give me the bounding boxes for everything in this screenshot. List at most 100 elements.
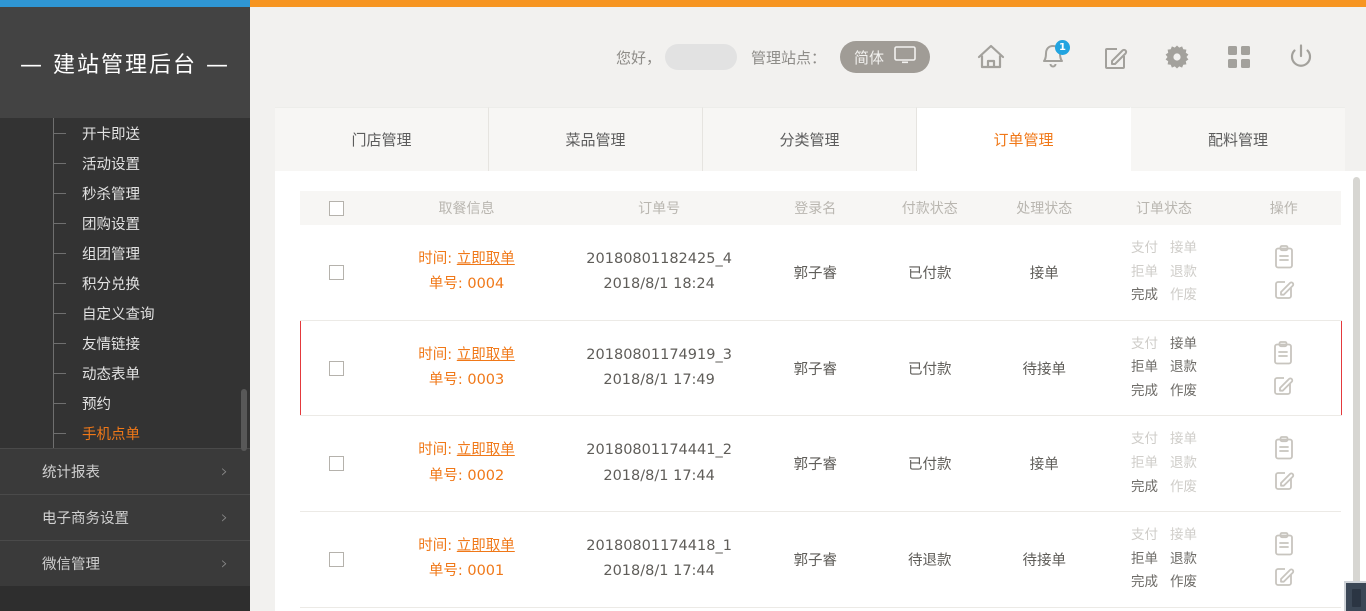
select-all-checkbox[interactable] <box>328 200 344 216</box>
row-select-checkbox[interactable] <box>328 456 344 472</box>
sidebar-submenu-item[interactable]: 秒杀管理 <box>0 178 250 208</box>
sidebar-submenu-item[interactable]: 活动设置 <box>0 148 250 178</box>
table-row[interactable]: 时间: 立即取单 单号: 0003 20180801174919_3 2018/8/1… <box>299 319 1342 417</box>
sidebar-submenu-item[interactable]: 团购设置 <box>0 208 250 238</box>
edit-note-button[interactable] <box>1084 26 1146 88</box>
logout-button[interactable] <box>1270 26 1332 88</box>
pickup-time-value[interactable]: 立即取单 <box>456 250 515 267</box>
order-action-完成[interactable]: 完成 <box>1130 574 1158 591</box>
tab-3[interactable]: 订单管理 <box>917 107 1131 171</box>
order-action-接单[interactable]: 接单 <box>1169 335 1197 352</box>
panel-scrollbar[interactable] <box>1353 177 1360 597</box>
clipboard-icon[interactable] <box>1273 436 1295 460</box>
edit-icon[interactable] <box>1272 372 1294 396</box>
orders-panel: 取餐信息 订单号 登录名 付款状态 处理状态 订单状态 操作 时间: 立即取单单… <box>275 171 1366 611</box>
row-select-cell <box>300 415 373 513</box>
tab-0[interactable]: 门店管理 <box>275 107 489 171</box>
tab-2[interactable]: 分类管理 <box>703 107 917 171</box>
order-status-cell: 支付 接单 拒单 退款 完成 作废 <box>1101 511 1227 608</box>
order-action-拒单: 拒单 <box>1130 263 1158 280</box>
tab-1[interactable]: 菜品管理 <box>489 107 703 171</box>
row-select-checkbox[interactable] <box>328 264 344 280</box>
clipboard-icon[interactable] <box>1272 340 1294 365</box>
edit-icon[interactable] <box>1273 563 1295 587</box>
order-action-退款[interactable]: 退款 <box>1169 359 1197 376</box>
order-action-接单: 接单 <box>1169 527 1197 544</box>
order-action-作废[interactable]: 作废 <box>1169 574 1197 591</box>
sidebar-submenu-item[interactable]: 手机点单 <box>0 418 250 448</box>
pickup-no-label: 单号: <box>428 276 463 293</box>
order-action-完成[interactable]: 完成 <box>1130 478 1158 495</box>
sidebar-menu-group[interactable]: 电子商务设置 › <box>0 494 250 540</box>
order-number: 20180801174441_2 <box>586 442 732 459</box>
pay-status-cell: 待退款 <box>872 511 988 608</box>
order-action-作废[interactable]: 作废 <box>1169 382 1197 399</box>
pickup-time-value[interactable]: 立即取单 <box>456 538 515 555</box>
table-row[interactable]: 时间: 立即取单 单号: 0001 20180801174418_1 2018/8/1… <box>300 511 1341 608</box>
grid-apps-icon <box>1226 44 1252 70</box>
clipboard-icon[interactable] <box>1273 244 1295 269</box>
order-action-group: 支付 接单 拒单 退款 完成 作废 <box>1131 335 1197 402</box>
pickup-no-line: 单号: 0004 <box>373 272 560 297</box>
login-name-cell: 郭子睿 <box>758 319 873 417</box>
edit-icon[interactable] <box>1273 276 1295 300</box>
order-status-cell: 支付 接单 拒单 退款 完成 作废 <box>1101 225 1227 321</box>
order-number: 20180801174919_3 <box>586 346 732 363</box>
col-operations: 操作 <box>1226 191 1341 225</box>
pickup-time-value[interactable]: 立即取单 <box>456 442 515 459</box>
pay-status-cell: 已付款 <box>872 319 988 417</box>
order-status-cell: 支付 接单 拒单 退款 完成 作废 <box>1101 415 1227 513</box>
sidebar-menu-group[interactable]: 统计报表 › <box>0 448 250 494</box>
order-action-退款: 退款 <box>1169 454 1197 471</box>
language-toggle[interactable]: 简体 <box>839 41 930 73</box>
tab-4[interactable]: 配料管理 <box>1131 107 1345 171</box>
sidebar-submenu-item[interactable]: 自定义查询 <box>0 298 250 328</box>
order-action-拒单[interactable]: 拒单 <box>1130 359 1158 376</box>
top-accent-bar-blue <box>0 0 250 7</box>
pickup-time-line: 时间: 立即取单 <box>373 247 560 272</box>
order-action-完成[interactable]: 完成 <box>1130 382 1158 399</box>
row-select-checkbox[interactable] <box>328 551 344 567</box>
table-row[interactable]: 时间: 立即取单 单号: 0004 20180801182425_4 2018/8/1… <box>300 225 1341 321</box>
sidebar-submenu-item[interactable]: 预约 <box>0 388 250 418</box>
pickup-time-label: 时间: <box>418 442 453 459</box>
pickup-time-value[interactable]: 立即取单 <box>456 346 515 363</box>
top-accent-bar-orange <box>250 0 1366 7</box>
order-action-退款[interactable]: 退款 <box>1169 550 1197 567</box>
apps-grid-button[interactable] <box>1208 26 1270 88</box>
edit-icon[interactable] <box>1273 467 1295 491</box>
greeting-text: 您好， <box>615 48 661 67</box>
corner-widget[interactable] <box>1344 581 1366 611</box>
sidebar-menu-group[interactable]: 微信管理 › <box>0 540 250 586</box>
order-number: 20180801182425_4 <box>586 250 732 267</box>
row-select-checkbox[interactable] <box>329 360 345 376</box>
operations-group <box>1226 340 1340 396</box>
pickup-no-label: 单号: <box>428 467 463 484</box>
chevron-right-icon: › <box>220 506 228 528</box>
pickup-info-cell: 时间: 立即取单 单号: 0002 <box>372 415 561 513</box>
row-select-cell <box>300 511 373 608</box>
order-no-cell: 20180801174441_2 2018/8/1 17:44 <box>560 415 759 513</box>
sidebar-submenu-item[interactable]: 开卡即送 <box>0 118 250 148</box>
settings-button[interactable] <box>1146 26 1208 88</box>
sidebar-scrollbar[interactable] <box>241 389 247 451</box>
sidebar-submenu-item[interactable]: 组团管理 <box>0 238 250 268</box>
order-action-支付: 支付 <box>1130 240 1158 256</box>
sidebar-submenu-item[interactable]: 友情链接 <box>0 328 250 358</box>
sidebar-menu-group-label: 微信管理 <box>42 557 100 573</box>
process-status-cell: 接单 <box>987 225 1102 321</box>
operations-group <box>1226 532 1341 587</box>
order-action-完成[interactable]: 完成 <box>1130 287 1158 304</box>
page-header: 您好， 管理站点： 简体 <box>250 7 1366 107</box>
sidebar-submenu-item[interactable]: 动态表单 <box>0 358 250 388</box>
pickup-time-label: 时间: <box>418 250 453 267</box>
home-icon-button[interactable] <box>960 26 1022 88</box>
pickup-no-label: 单号: <box>428 563 463 580</box>
sidebar-submenu-item[interactable]: 积分兑换 <box>0 268 250 298</box>
order-action-拒单[interactable]: 拒单 <box>1130 550 1158 567</box>
notifications-button[interactable]: 1 <box>1022 26 1084 88</box>
clipboard-icon[interactable] <box>1273 532 1295 556</box>
table-row[interactable]: 时间: 立即取单 单号: 0002 20180801174441_2 2018/8/1… <box>300 415 1341 513</box>
pickup-no-line: 单号: 0001 <box>373 559 560 584</box>
sidebar-menu-group-label: 电子商务设置 <box>42 511 129 527</box>
